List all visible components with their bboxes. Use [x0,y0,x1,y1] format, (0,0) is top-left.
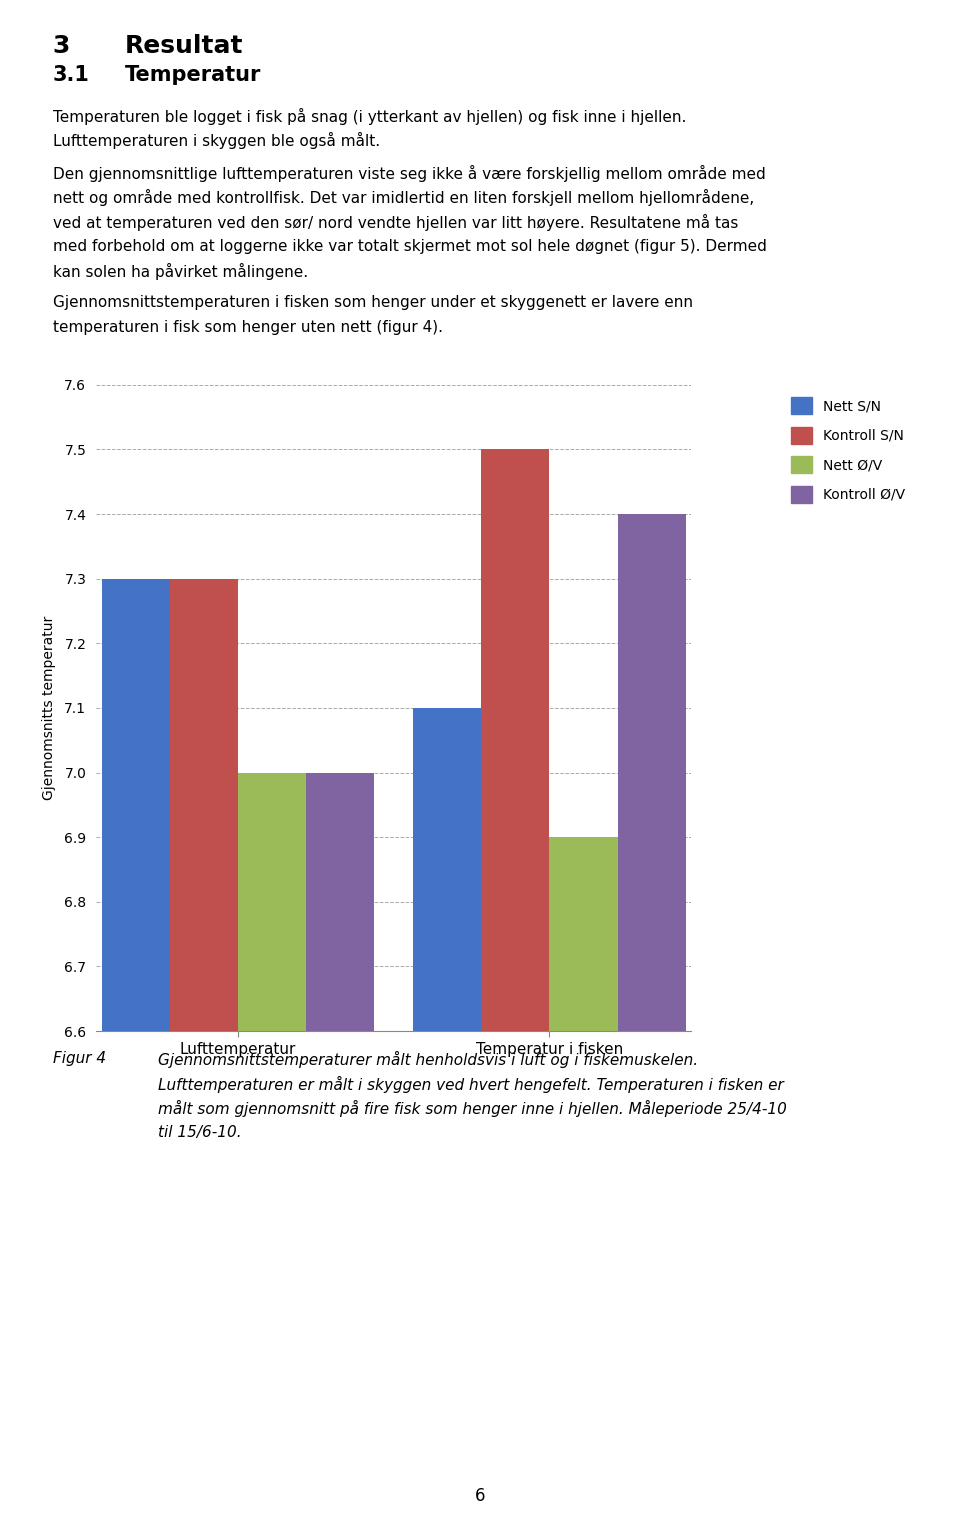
Text: ved at temperaturen ved den sør/ nord vendte hjellen var litt høyere. Resultaten: ved at temperaturen ved den sør/ nord ve… [53,214,738,231]
Text: Lufttemperaturen i skyggen ble også målt.: Lufttemperaturen i skyggen ble også målt… [53,132,380,149]
Bar [482,449,549,1031]
Bar [102,579,170,1031]
Text: Temperaturen ble logget i fisk på snag (i ytterkant av hjellen) og fisk inne i h: Temperaturen ble logget i fisk på snag (… [53,108,686,125]
Text: 6: 6 [475,1487,485,1505]
Text: Lufttemperaturen er målt i skyggen ved hvert hengefelt. Temperaturen i fisken er: Lufttemperaturen er målt i skyggen ved h… [158,1076,784,1093]
Text: temperaturen i fisk som henger uten nett (figur 4).: temperaturen i fisk som henger uten nett… [53,320,443,336]
Bar [414,708,482,1031]
Text: med forbehold om at loggerne ikke var totalt skjermet mot sol hele døgnet (figur: med forbehold om at loggerne ikke var to… [53,239,767,254]
Text: kan solen ha påvirket målingene.: kan solen ha påvirket målingene. [53,263,308,280]
Text: Gjennomsnittstemperaturer målt henholdsvis i luft og i fiskemuskelen.: Gjennomsnittstemperaturer målt henholdsv… [158,1051,699,1068]
Text: Den gjennomsnittlige lufttemperaturen viste seg ikke å være forskjellig mellom o: Den gjennomsnittlige lufttemperaturen vi… [53,165,765,182]
Text: målt som gjennomsnitt på fire fisk som henger inne i hjellen. Måleperiode 25/4-1: målt som gjennomsnitt på fire fisk som h… [158,1100,787,1117]
Text: til 15/6-10.: til 15/6-10. [158,1125,242,1140]
Y-axis label: Gjennomsnitts temperatur: Gjennomsnitts temperatur [42,616,56,800]
Bar [305,773,373,1031]
Legend: Nett S/N, Kontroll S/N, Nett Ø/V, Kontroll Ø/V: Nett S/N, Kontroll S/N, Nett Ø/V, Kontro… [785,392,910,508]
Text: 3.1: 3.1 [53,65,89,85]
Text: 3: 3 [53,34,70,58]
Bar [617,514,685,1031]
Bar [170,579,238,1031]
Text: Figur 4: Figur 4 [53,1051,106,1067]
Bar [549,837,617,1031]
Text: nett og område med kontrollfisk. Det var imidlertid en liten forskjell mellom hj: nett og område med kontrollfisk. Det var… [53,189,754,206]
Text: Temperatur: Temperatur [125,65,261,85]
Text: Gjennomsnittstemperaturen i fisken som henger under et skyggenett er lavere enn: Gjennomsnittstemperaturen i fisken som h… [53,295,693,311]
Bar [238,773,305,1031]
Text: Resultat: Resultat [125,34,243,58]
